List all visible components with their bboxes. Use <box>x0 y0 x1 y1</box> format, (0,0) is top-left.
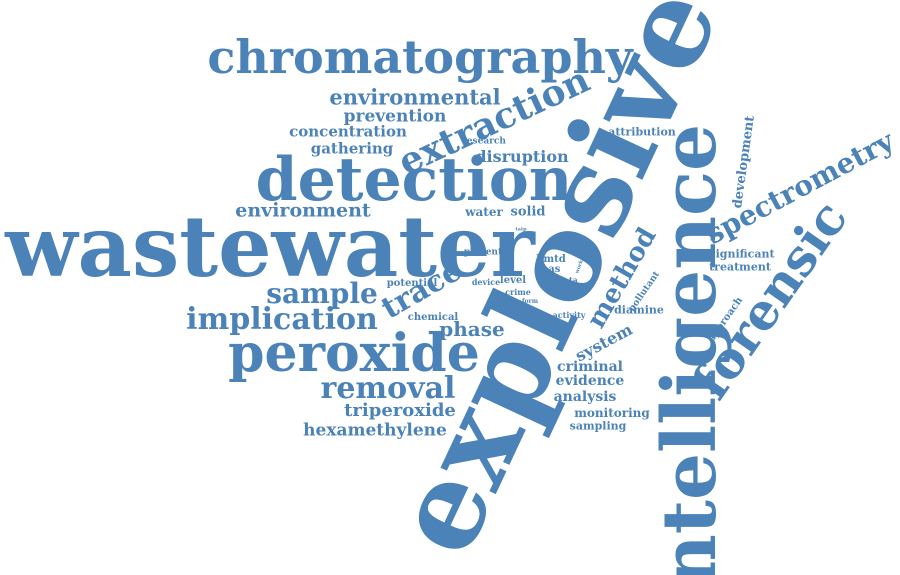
word-treatment: treatment <box>709 260 771 274</box>
word-monitoring: monitoring <box>574 406 650 420</box>
word-triperoxide: triperoxide <box>344 400 456 421</box>
word-environment: environment <box>235 199 371 222</box>
word-present: present <box>463 247 503 258</box>
word-tatp: tatp <box>515 226 527 233</box>
word-research: research <box>462 136 506 147</box>
word-sampling: sampling <box>569 419 627 433</box>
word-analysis: analysis <box>553 389 617 405</box>
word-implication: implication <box>186 302 378 337</box>
word-detection: detection <box>255 145 573 215</box>
word-crime: crime <box>505 287 531 297</box>
word-water: water <box>465 205 503 219</box>
word-activity: activity <box>552 310 586 320</box>
word-data: data <box>558 275 578 285</box>
word-removal: removal <box>320 371 456 406</box>
word-wastewater: wastewater <box>5 197 535 296</box>
word-hmtd: hmtd <box>536 254 566 265</box>
word-attribution: attribution <box>608 125 676 139</box>
word-solid: solid <box>510 204 546 220</box>
word-concentration: concentration <box>289 122 407 141</box>
word-environmental: environmental <box>329 84 501 110</box>
word-device: device <box>471 277 501 287</box>
word-evidence: evidence <box>555 373 625 389</box>
word-disruption: disruption <box>475 147 569 166</box>
word-diamine: diamine <box>614 303 664 317</box>
word-potential: potential <box>386 278 438 289</box>
word-mas: mas <box>537 264 561 275</box>
word-peroxide: peroxide <box>228 323 480 384</box>
word-sample: sample <box>266 277 378 310</box>
word-level: level <box>499 275 527 286</box>
word-chemical: chemical <box>407 312 459 323</box>
word-gathering: gathering <box>310 139 394 158</box>
word-significant: significant <box>709 247 775 261</box>
word-criminal: criminal <box>557 359 623 375</box>
word-chromatography: chromatography <box>207 30 633 84</box>
word-phase: phase <box>439 317 505 341</box>
word-form: form <box>521 298 539 305</box>
word-prevention: prevention <box>343 106 447 127</box>
word-hexamethylene: hexamethylene <box>303 420 447 441</box>
